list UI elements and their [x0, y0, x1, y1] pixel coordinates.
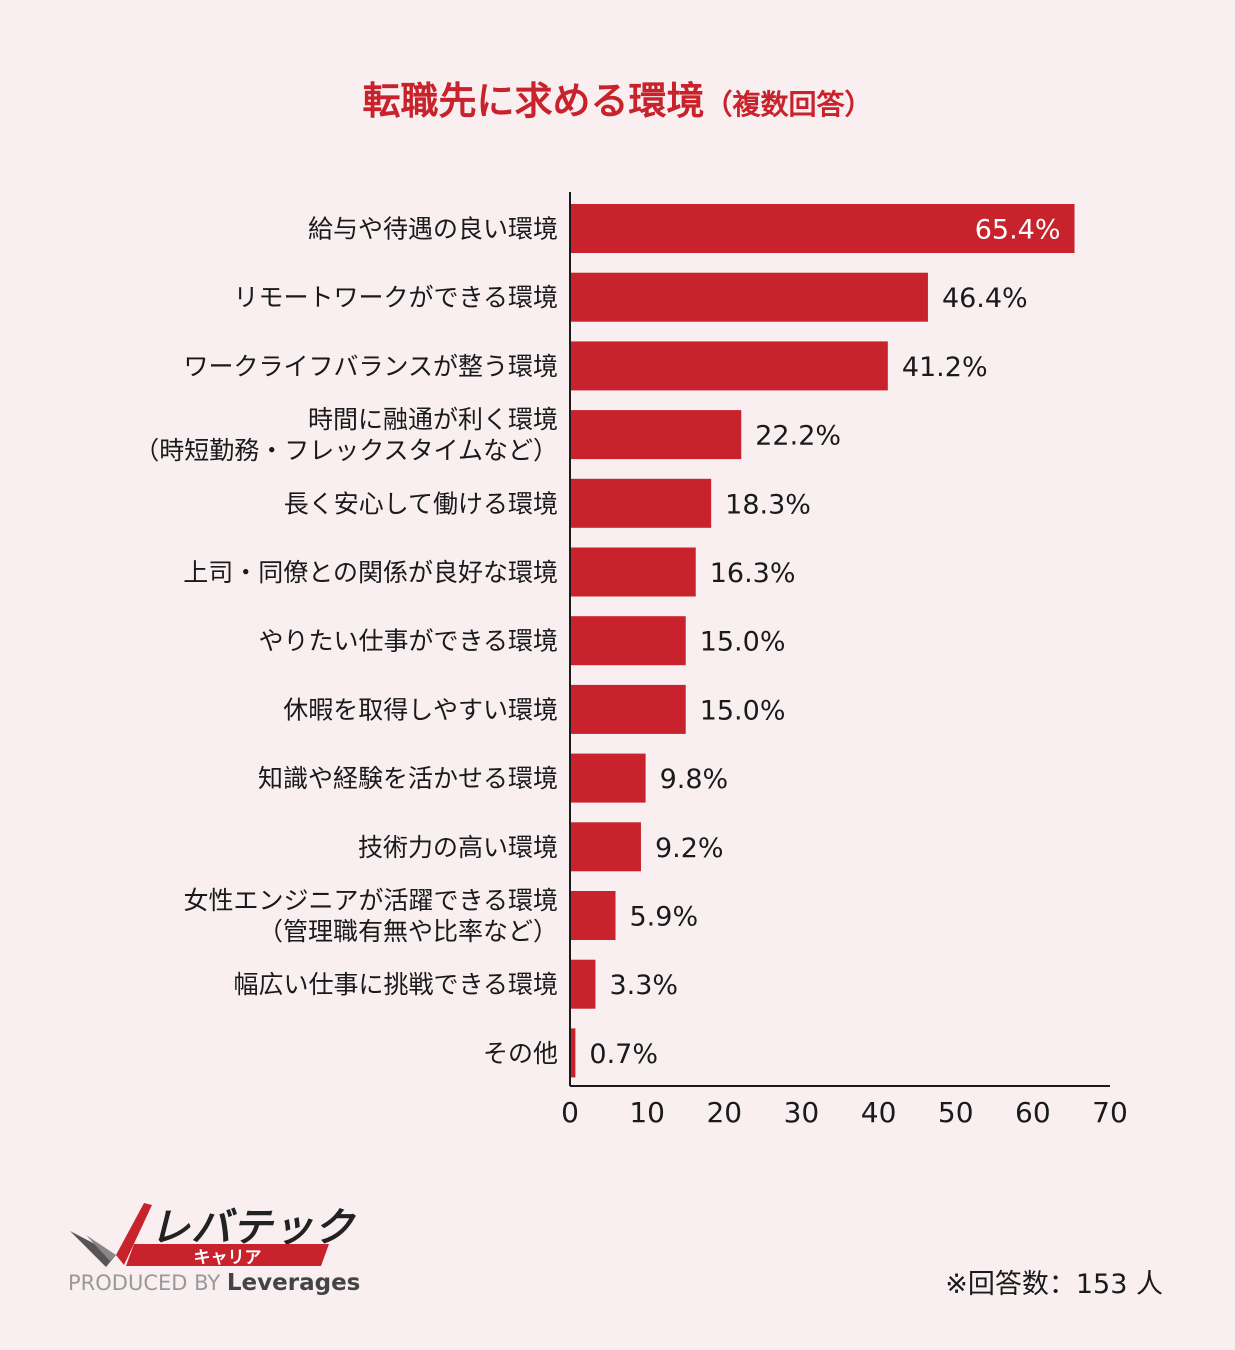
category-label-10-1: （管理職有無や比率など） [258, 917, 558, 946]
value-label-4: 18.3% [725, 489, 811, 520]
category-label-2: ワークライフバランスが整う環境 [183, 352, 558, 381]
x-tick-label-7: 70 [1092, 1096, 1128, 1129]
produced-by: PRODUCED BY Leverages [68, 1270, 360, 1296]
value-label-0: 65.4% [975, 215, 1061, 246]
bar-2 [570, 341, 888, 391]
category-label-9: 技術力の高い環境 [358, 833, 558, 862]
bar-4 [570, 478, 712, 528]
category-label-3-1: （時短勤務・フレックスタイムなど） [134, 436, 558, 465]
value-label-2: 41.2% [902, 352, 988, 383]
category-label-7: 休暇を取得しやすい環境 [283, 695, 558, 724]
category-label-10-0: 女性エンジニアが活躍できる環境 [183, 886, 558, 915]
brand-name: レバテック [150, 1205, 355, 1251]
x-tick-label-0: 0 [561, 1096, 579, 1129]
bar-10 [570, 891, 616, 940]
category-label-11: 幅広い仕事に挑戦できる環境 [233, 970, 558, 999]
bar-5 [570, 547, 696, 597]
x-tick-label-6: 60 [1015, 1096, 1051, 1129]
category-label-1: リモートワークができる環境 [233, 283, 558, 312]
bar-3 [570, 410, 742, 460]
value-label-8: 9.8% [660, 764, 729, 795]
chart-title: 転職先に求める環境（複数回答） [0, 70, 1235, 125]
category-label-4: 長く安心して働ける環境 [284, 489, 558, 518]
x-tick-label-4: 40 [861, 1096, 897, 1129]
chart-title-main: 転職先に求める環境 [362, 79, 705, 123]
value-label-7: 15.0% [700, 695, 786, 726]
value-label-11: 3.3% [609, 970, 678, 1001]
category-label-0: 給与や待遇の良い環境 [308, 215, 558, 244]
value-label-10: 5.9% [630, 902, 699, 933]
bar-9 [570, 822, 641, 872]
x-tick-label-2: 20 [706, 1096, 742, 1129]
value-label-9: 9.2% [655, 833, 724, 864]
bar-11 [570, 959, 596, 1009]
produced-by-label: PRODUCED BY [68, 1271, 221, 1295]
x-tick-label-1: 10 [629, 1096, 665, 1129]
value-label-12: 0.7% [589, 1039, 658, 1070]
value-label-5: 16.3% [710, 558, 796, 589]
bar-6 [570, 616, 686, 666]
category-label-5: 上司・同僚との関係が良好な環境 [183, 558, 558, 587]
bar-8 [570, 753, 646, 803]
brand-sub: キャリア [193, 1248, 262, 1268]
x-tick-label-5: 50 [938, 1096, 974, 1129]
bar-1 [570, 272, 928, 322]
category-label-8: 知識や経験を活かせる環境 [258, 764, 558, 793]
value-label-3: 22.2% [755, 421, 841, 452]
value-label-6: 15.0% [700, 627, 786, 658]
category-label-6: やりたい仕事ができる環境 [258, 627, 558, 656]
leverages-logo-icon [70, 1203, 152, 1267]
bar-0 [570, 204, 1075, 253]
bar-7 [570, 684, 686, 734]
bar-chart: 65.4% 給与や待遇の良い環境 46.4% リモートワークができる環境 41.2% ワー… [134, 192, 1128, 1129]
respondent-note: ※回答数：153 人 [945, 1269, 1163, 1300]
category-label-12: その他 [483, 1039, 558, 1068]
category-label-3-0: 時間に融通が利く環境 [308, 405, 558, 434]
x-tick-label-3: 30 [784, 1096, 820, 1129]
value-label-1: 46.4% [942, 283, 1028, 314]
chart-title-sub: （複数回答） [704, 88, 873, 121]
company-name: Leverages [226, 1270, 361, 1296]
bar-12 [570, 1028, 576, 1078]
